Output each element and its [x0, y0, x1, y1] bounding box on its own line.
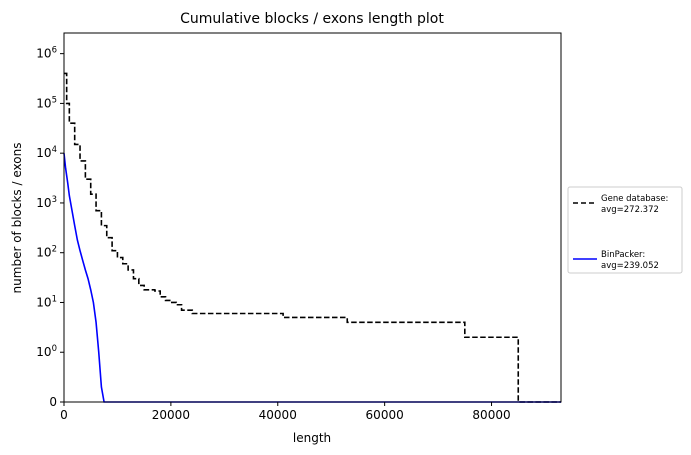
x-tick-label-4: 80000 [472, 408, 510, 422]
y-tick-label-4: 103 [36, 195, 57, 210]
x-tick-label-2: 40000 [259, 408, 297, 422]
y-tick-label-2: 101 [36, 294, 57, 309]
legend-label-binpacker-avg: avg=239.052 [601, 261, 659, 271]
plot-area [63, 32, 562, 403]
y-tick-label-0: 0 [49, 395, 57, 409]
x-tick-label-0: 0 [60, 408, 68, 422]
chart-title: Cumulative blocks / exons length plot [180, 11, 444, 27]
y-tick-label-6: 105 [36, 95, 57, 110]
x-axis-label: length [293, 431, 331, 445]
y-axis-label: number of blocks / exons [10, 143, 24, 294]
series-line-0 [64, 72, 561, 403]
legend-label-binpacker: BinPacker: [601, 250, 645, 260]
y-tick-label-5: 104 [36, 145, 57, 160]
y-tick-label-7: 106 [36, 46, 57, 61]
legend: Gene database: avg=272.372 BinPacker: av… [567, 186, 683, 274]
y-tick-label-3: 102 [36, 245, 57, 260]
plot-frame [63, 32, 562, 403]
plot-background [64, 33, 561, 402]
legend-label-gene-database: Gene database: [601, 194, 668, 204]
legend-frame [567, 186, 683, 274]
x-tick-label-1: 20000 [152, 408, 190, 422]
y-tick-label-1: 100 [36, 344, 57, 359]
legend-label-gene-database-avg: avg=272.372 [601, 205, 659, 215]
y-axis: 0 100 101 102 103 104 105 106 [36, 46, 64, 409]
x-axis: 0 20000 40000 60000 80000 [60, 402, 511, 422]
x-tick-label-3: 60000 [366, 408, 404, 422]
